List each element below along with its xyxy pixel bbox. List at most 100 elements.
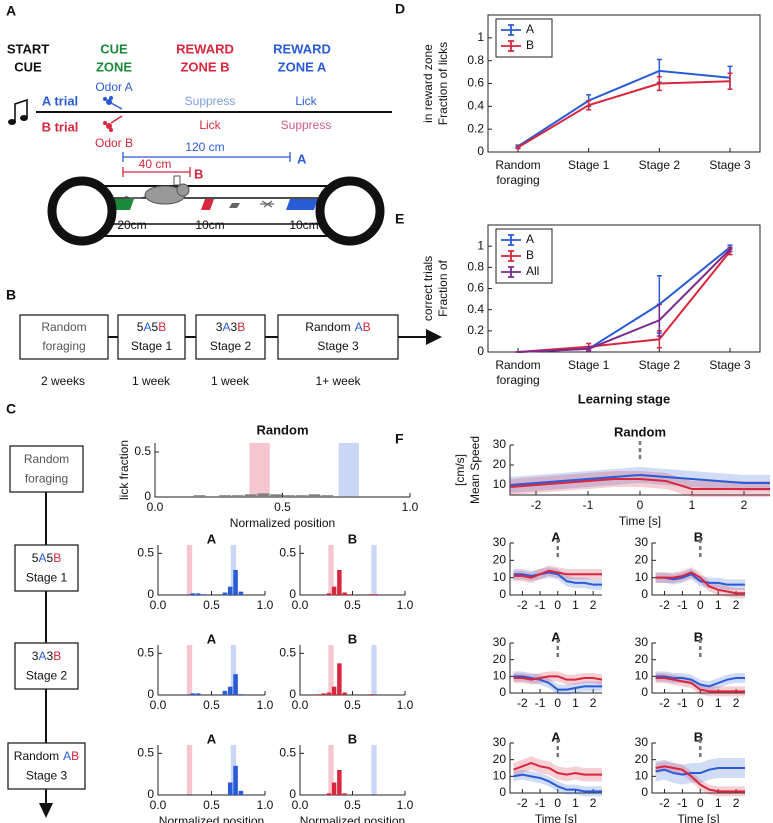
axis-line <box>299 545 405 596</box>
chart-title: B <box>694 629 703 644</box>
error-bar <box>586 345 592 352</box>
stage-name-part: 3 <box>32 649 39 663</box>
speed-band <box>513 671 602 695</box>
speed-band <box>513 567 602 590</box>
duration: 1 week <box>132 374 171 388</box>
x-tick-label: 0 <box>554 598 561 612</box>
y-tick-label: 0.8 <box>467 260 484 274</box>
panel-letter: A <box>6 3 16 19</box>
error-bar <box>727 72 733 90</box>
chart-title: A <box>207 731 217 746</box>
distance-label: A <box>297 151 307 166</box>
distance-bar <box>122 167 191 177</box>
reward-zone <box>371 545 377 595</box>
bar <box>238 591 244 595</box>
y-tick-label: 0 <box>144 489 151 503</box>
x-tick-label: 2 <box>590 796 597 810</box>
speed-band <box>513 756 602 782</box>
bar <box>331 586 337 595</box>
y-tick-label: 0.5 <box>134 444 151 458</box>
speed-line <box>655 675 745 688</box>
bar <box>368 694 374 695</box>
bar <box>346 496 359 497</box>
bar <box>168 496 181 497</box>
panel-letter: C <box>6 401 16 417</box>
stage-label: Stage 3 <box>317 339 359 353</box>
bar <box>316 694 321 695</box>
x-tick-label: -2 <box>517 696 528 710</box>
x-tick-label: 2 <box>733 598 740 612</box>
speed-line <box>513 773 602 793</box>
x-axis-label: Learning stage <box>578 391 670 406</box>
stage-name: 5A5B <box>32 551 61 565</box>
x-axis-label: Normalized position <box>230 516 335 530</box>
legend-label: B <box>526 248 534 262</box>
x-tick-label: 0.0 <box>292 598 309 612</box>
bar <box>337 570 342 595</box>
stage-name-part: Random <box>14 749 59 763</box>
x-axis-label: Time [s] <box>619 514 661 528</box>
bar <box>359 496 372 497</box>
stage-box <box>7 742 86 790</box>
odor-b: Odor B <box>95 136 133 150</box>
axis-line <box>154 443 410 498</box>
speed-line <box>509 473 770 486</box>
bar <box>233 570 238 595</box>
x-tick-label: -2 <box>659 696 670 710</box>
bar <box>233 674 238 695</box>
music-note <box>8 98 28 125</box>
y-tick-label: 20 <box>635 752 649 766</box>
y-tick-label: 0.5 <box>279 646 296 660</box>
axis-line <box>509 445 770 496</box>
x-tick-label: 1 <box>572 796 579 810</box>
panel-letter: D <box>395 1 405 17</box>
bar <box>372 496 385 497</box>
panel-letter: E <box>395 211 404 227</box>
reward-zone <box>328 745 334 795</box>
bar <box>195 693 201 695</box>
chart-title: B <box>348 531 357 546</box>
bar <box>326 793 332 795</box>
bar <box>321 693 326 695</box>
reward-zone-a: ZONE A <box>278 59 327 74</box>
odor-a: Odor A <box>95 80 132 94</box>
stage-name-part: 5 <box>32 551 39 565</box>
chart-title: A <box>207 631 217 646</box>
bar <box>227 586 233 595</box>
error-bar <box>515 145 521 150</box>
speed-line <box>513 675 602 691</box>
y-tick-label: 20 <box>493 553 507 567</box>
x-tick-label: 1.0 <box>397 698 414 712</box>
stage-label: Stage 2 <box>210 339 252 353</box>
x-tick-label: -1 <box>677 796 688 810</box>
bar <box>337 770 342 795</box>
y-tick-label: 0 <box>499 685 506 699</box>
bar <box>342 692 347 695</box>
bar <box>333 496 346 497</box>
y-axis-label: lick fraction <box>117 440 131 500</box>
x-tick-label: 2 <box>733 696 740 710</box>
x-tick-label: 0.0 <box>292 798 309 812</box>
y-tick-label: 0.4 <box>467 99 484 113</box>
y-tick-label: 0 <box>147 587 154 601</box>
legend-swatch <box>501 24 521 36</box>
y-tick-label: 1 <box>477 30 484 44</box>
speed-band <box>510 471 770 497</box>
legend-swatch <box>501 250 521 262</box>
y-tick-label: 0 <box>499 785 506 799</box>
distance-label: B <box>194 166 203 181</box>
bar <box>227 686 233 695</box>
bar <box>233 765 238 795</box>
arrowhead <box>39 803 53 818</box>
y-tick-label: 0 <box>477 344 484 358</box>
treadmill <box>47 175 385 246</box>
x-tick-label: -2 <box>531 498 542 512</box>
duration: 1 week <box>211 374 250 388</box>
line <box>517 69 731 148</box>
bar <box>257 493 270 497</box>
chart-title: Random <box>257 422 309 437</box>
y-tick-label: 20 <box>635 553 649 567</box>
x-tick-label: 1 <box>715 796 722 810</box>
stage-name-part: 5 <box>137 320 144 334</box>
bar <box>326 593 332 595</box>
